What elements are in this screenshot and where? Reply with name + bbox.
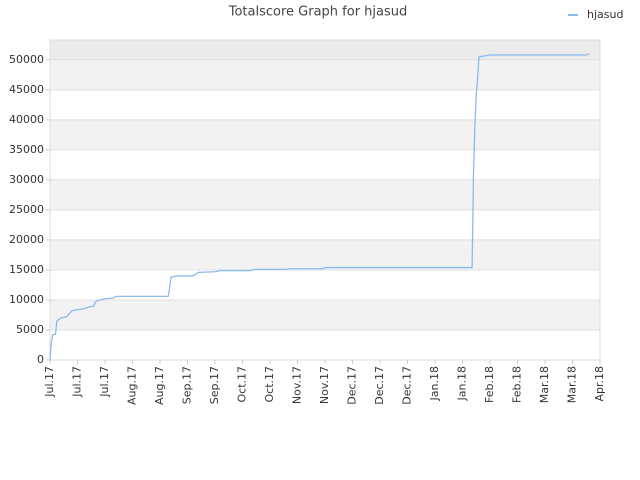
- x-tick-label: Dec.17: [401, 366, 414, 405]
- y-tick-label: 20000: [9, 233, 44, 246]
- x-tick-label: Jan.18: [456, 366, 469, 401]
- x-tick-label: Dec.17: [346, 366, 359, 405]
- band: [50, 239, 600, 270]
- band: [50, 119, 600, 150]
- x-tick-label: Feb.18: [483, 366, 496, 403]
- y-tick-label: 0: [37, 353, 44, 366]
- x-tick-label: Jul.17: [71, 366, 84, 398]
- x-tick-label: Feb.18: [511, 366, 524, 403]
- band: [50, 299, 600, 330]
- y-tick-label: 15000: [9, 263, 44, 276]
- x-tick-label: Nov.17: [318, 366, 331, 404]
- band: [50, 179, 600, 210]
- x-tick-label: Jul.17: [43, 366, 56, 398]
- x-tick-label: Mar.18: [566, 366, 579, 403]
- x-tick-label: Mar.18: [538, 366, 551, 403]
- x-tick-label: Jan.18: [428, 366, 441, 401]
- band: [50, 40, 600, 60]
- x-tick-label: Dec.17: [373, 366, 386, 405]
- x-tick-label: Apr.18: [593, 366, 606, 402]
- chart-title: Totalscore Graph for hjasud: [228, 5, 408, 20]
- x-tick-label: Oct.17: [236, 366, 249, 403]
- legend-label: hjasud: [587, 8, 623, 21]
- x-tick-label: Jul.17: [98, 366, 111, 398]
- y-tick-label: 40000: [9, 113, 44, 126]
- band: [50, 59, 600, 90]
- line: [49, 53, 590, 361]
- x-tick-label: Aug.17: [153, 366, 166, 405]
- x-tick-label: Sep.17: [208, 366, 221, 404]
- y-tick-label: 45000: [9, 83, 44, 96]
- y-tick-label: 25000: [9, 203, 44, 216]
- y-tick-label: 10000: [9, 293, 44, 306]
- y-tick-label: 5000: [16, 323, 44, 336]
- x-tick-label: Sep.17: [181, 366, 194, 404]
- x-tick-label: Oct.17: [263, 366, 276, 403]
- y-tick-label: 30000: [9, 173, 44, 186]
- x-tick-label: Nov.17: [291, 366, 304, 404]
- y-tick-label: 35000: [9, 143, 44, 156]
- y-tick-label: 50000: [9, 53, 44, 66]
- x-tick-label: Aug.17: [126, 366, 139, 405]
